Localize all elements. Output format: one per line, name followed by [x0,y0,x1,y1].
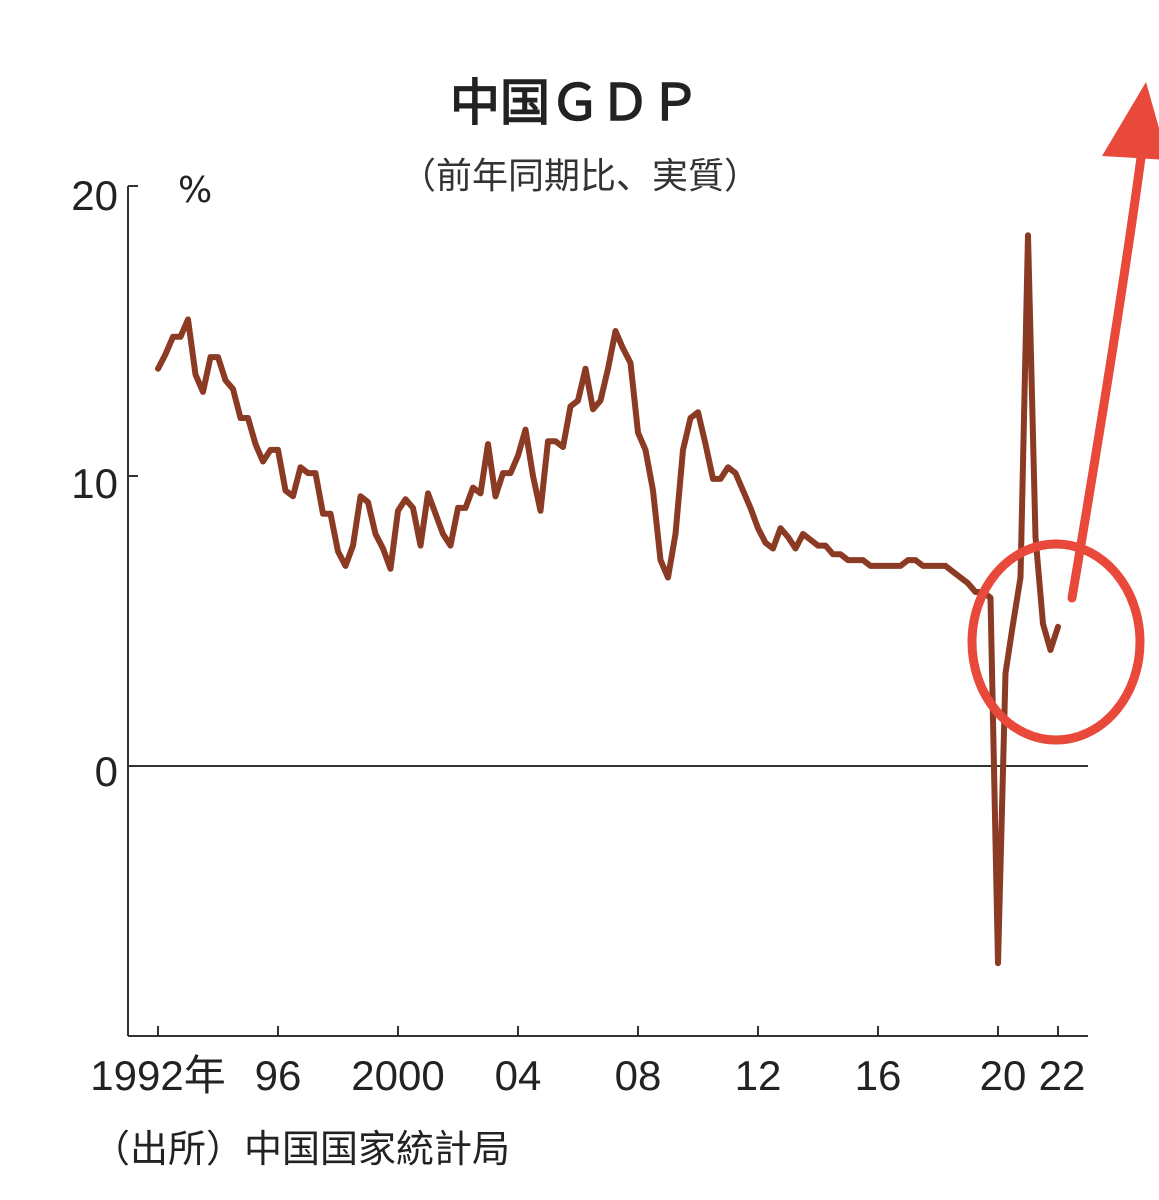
upward-arrow-head [1102,82,1159,160]
highlight-circle [967,539,1145,745]
x-tick-label-96: 96 [255,1052,302,1099]
x-tick-label-20: 20 [980,1052,1027,1099]
y-tick-label-20: 20 [71,172,118,219]
x-tick-label-16: 16 [855,1052,902,1099]
y-tick-label-0: 0 [95,748,118,795]
x-tick-label-08: 08 [615,1052,662,1099]
gdp-series-line [155,232,1061,967]
chart-subtitle: （前年同期比、実質） [400,156,760,197]
source-note: （出所）中国国家統計局 [92,1127,510,1171]
y-tick-label-10: 10 [71,460,118,507]
x-tick-label-1992: 1992年 [90,1052,225,1099]
x-tick-label-04: 04 [495,1052,542,1099]
y-unit-label: % [178,170,212,211]
x-tick-label-12: 12 [735,1052,782,1099]
x-tick-label-2000: 2000 [351,1052,444,1099]
chart-title: 中国ＧＤＰ [450,74,700,132]
x-tick-marks [157,1026,1059,1036]
x-tick-label-22: 22 [1039,1052,1086,1099]
upward-arrow-shaft [1067,145,1147,603]
